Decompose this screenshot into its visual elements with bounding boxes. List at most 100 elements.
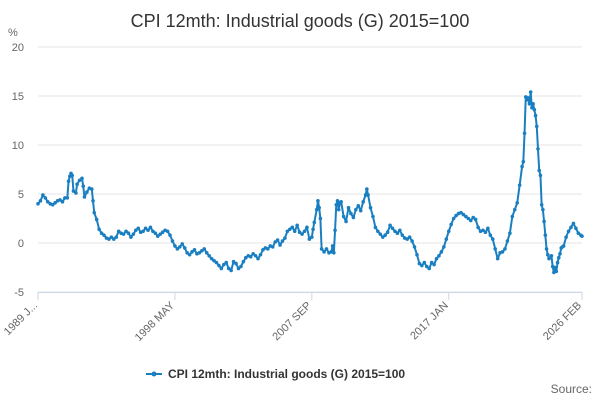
data-point[interactable] — [517, 183, 522, 187]
data-point[interactable] — [366, 193, 370, 197]
data-point[interactable] — [165, 229, 170, 234]
data-point[interactable] — [200, 249, 204, 253]
data-point[interactable] — [555, 260, 560, 265]
data-point[interactable] — [236, 266, 241, 271]
data-point[interactable] — [393, 229, 397, 234]
data-point[interactable] — [258, 252, 263, 257]
data-point[interactable] — [422, 260, 427, 265]
data-point[interactable] — [234, 261, 238, 266]
data-point[interactable] — [273, 240, 277, 244]
data-point[interactable] — [311, 227, 315, 232]
data-point[interactable] — [226, 266, 231, 271]
data-point[interactable] — [94, 217, 99, 222]
data-point[interactable] — [461, 212, 466, 217]
data-point[interactable] — [330, 244, 335, 248]
data-point[interactable] — [278, 243, 282, 247]
data-point[interactable] — [156, 234, 160, 238]
data-point[interactable] — [160, 230, 165, 235]
data-point[interactable] — [280, 239, 285, 243]
data-point[interactable] — [512, 207, 517, 212]
data-point[interactable] — [45, 200, 50, 204]
data-point[interactable] — [275, 238, 280, 242]
data-point[interactable] — [312, 220, 317, 225]
data-point[interactable] — [521, 159, 526, 164]
data-point[interactable] — [43, 196, 48, 200]
data-point[interactable] — [333, 228, 337, 233]
data-point[interactable] — [297, 230, 302, 235]
data-point[interactable] — [534, 124, 539, 129]
data-point[interactable] — [543, 233, 548, 237]
data-point[interactable] — [256, 256, 260, 261]
data-point[interactable] — [541, 207, 545, 212]
data-point[interactable] — [146, 228, 150, 233]
data-point[interactable] — [368, 205, 373, 210]
data-point[interactable] — [173, 244, 177, 248]
data-point[interactable] — [288, 227, 292, 232]
data-point[interactable] — [319, 247, 324, 251]
data-point[interactable] — [454, 213, 458, 218]
data-point[interactable] — [522, 131, 527, 136]
data-point[interactable] — [335, 199, 340, 203]
data-point[interactable] — [346, 205, 351, 210]
data-point[interactable] — [168, 233, 172, 237]
data-point[interactable] — [493, 247, 498, 251]
data-point[interactable] — [310, 235, 314, 239]
data-point[interactable] — [361, 200, 365, 204]
data-point[interactable] — [261, 248, 265, 252]
data-point[interactable] — [558, 251, 562, 256]
data-point[interactable] — [131, 232, 136, 236]
data-point[interactable] — [36, 202, 40, 206]
data-point[interactable] — [420, 263, 424, 268]
data-point[interactable] — [81, 184, 86, 188]
data-point[interactable] — [483, 230, 488, 235]
data-point[interactable] — [556, 255, 561, 260]
data-point[interactable] — [141, 229, 145, 234]
data-point[interactable] — [180, 242, 185, 246]
data-point[interactable] — [542, 219, 546, 224]
data-point[interactable] — [351, 215, 356, 220]
data-point[interactable] — [77, 178, 82, 183]
data-point[interactable] — [151, 229, 155, 234]
data-point[interactable] — [209, 256, 214, 261]
data-point[interactable] — [92, 210, 97, 215]
data-point[interactable] — [424, 264, 429, 269]
data-point[interactable] — [285, 229, 290, 234]
data-point[interactable] — [566, 229, 571, 234]
data-point[interactable] — [378, 232, 383, 236]
data-point[interactable] — [466, 216, 471, 221]
data-point[interactable] — [400, 233, 405, 237]
data-point[interactable] — [202, 247, 207, 251]
data-point[interactable] — [488, 233, 493, 237]
data-point[interactable] — [197, 251, 202, 255]
data-point[interactable] — [102, 233, 106, 237]
data-point[interactable] — [74, 191, 78, 195]
data-point[interactable] — [204, 251, 209, 255]
data-point[interactable] — [554, 269, 559, 274]
data-point[interactable] — [395, 231, 400, 235]
data-point[interactable] — [324, 247, 329, 251]
data-point[interactable] — [129, 235, 133, 239]
legend-item-label[interactable]: CPI 12mth: Industrial goods (G) 2015=100 — [168, 367, 405, 381]
data-point[interactable] — [373, 225, 378, 230]
data-point[interactable] — [339, 200, 343, 204]
data-point[interactable] — [244, 255, 248, 260]
data-point[interactable] — [388, 223, 392, 228]
data-point[interactable] — [178, 245, 182, 249]
data-point[interactable] — [574, 226, 578, 231]
data-point[interactable] — [266, 247, 270, 251]
data-point[interactable] — [344, 219, 348, 224]
data-point[interactable] — [65, 196, 70, 200]
data-point[interactable] — [99, 231, 104, 235]
data-point[interactable] — [80, 176, 84, 181]
data-point[interactable] — [231, 259, 236, 264]
data-point[interactable] — [148, 225, 153, 230]
data-point[interactable] — [510, 214, 515, 219]
data-point[interactable] — [481, 228, 485, 233]
data-point[interactable] — [544, 247, 549, 251]
data-point[interactable] — [158, 232, 163, 236]
data-point[interactable] — [549, 253, 554, 258]
data-point[interactable] — [536, 147, 540, 151]
data-point[interactable] — [322, 250, 326, 254]
data-point[interactable] — [307, 237, 312, 241]
data-point[interactable] — [107, 237, 111, 241]
